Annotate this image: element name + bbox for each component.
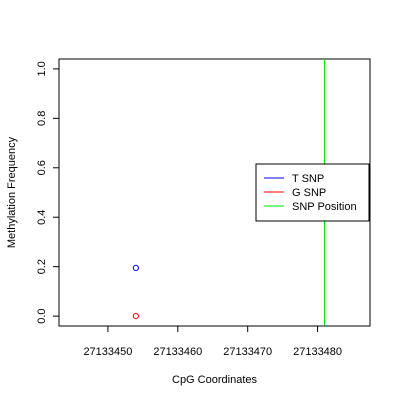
legend-label: T SNP xyxy=(292,173,324,185)
y-tick-label: 0.4 xyxy=(36,210,48,225)
x-tick-label: 27133480 xyxy=(293,346,342,358)
legend-label: G SNP xyxy=(292,187,326,199)
legend: T SNP G SNP SNP Position xyxy=(255,163,370,222)
x-tick-label: 27133460 xyxy=(153,346,202,358)
y-axis-label: Methylation Frequency xyxy=(6,136,18,248)
y-tick-label: 0.6 xyxy=(36,160,48,175)
x-axis: 27133450 27133460 27133470 27133480 xyxy=(83,325,342,358)
y-tick-label: 1.0 xyxy=(36,61,48,76)
y-axis: 0.0 0.2 0.4 0.6 0.8 1.0 xyxy=(36,61,60,324)
x-tick-label: 27133470 xyxy=(223,346,272,358)
g-snp-point xyxy=(132,313,139,320)
x-axis-label: CpG Coordinates xyxy=(172,374,257,386)
data-points xyxy=(132,264,139,320)
legend-label: SNP Position xyxy=(292,201,357,213)
t-snp-point xyxy=(132,264,139,272)
x-tick-label: 27133450 xyxy=(83,346,132,358)
y-tick-label: 0.0 xyxy=(36,308,48,323)
y-tick-label: 0.2 xyxy=(36,259,48,274)
y-tick-label: 0.8 xyxy=(36,111,48,126)
